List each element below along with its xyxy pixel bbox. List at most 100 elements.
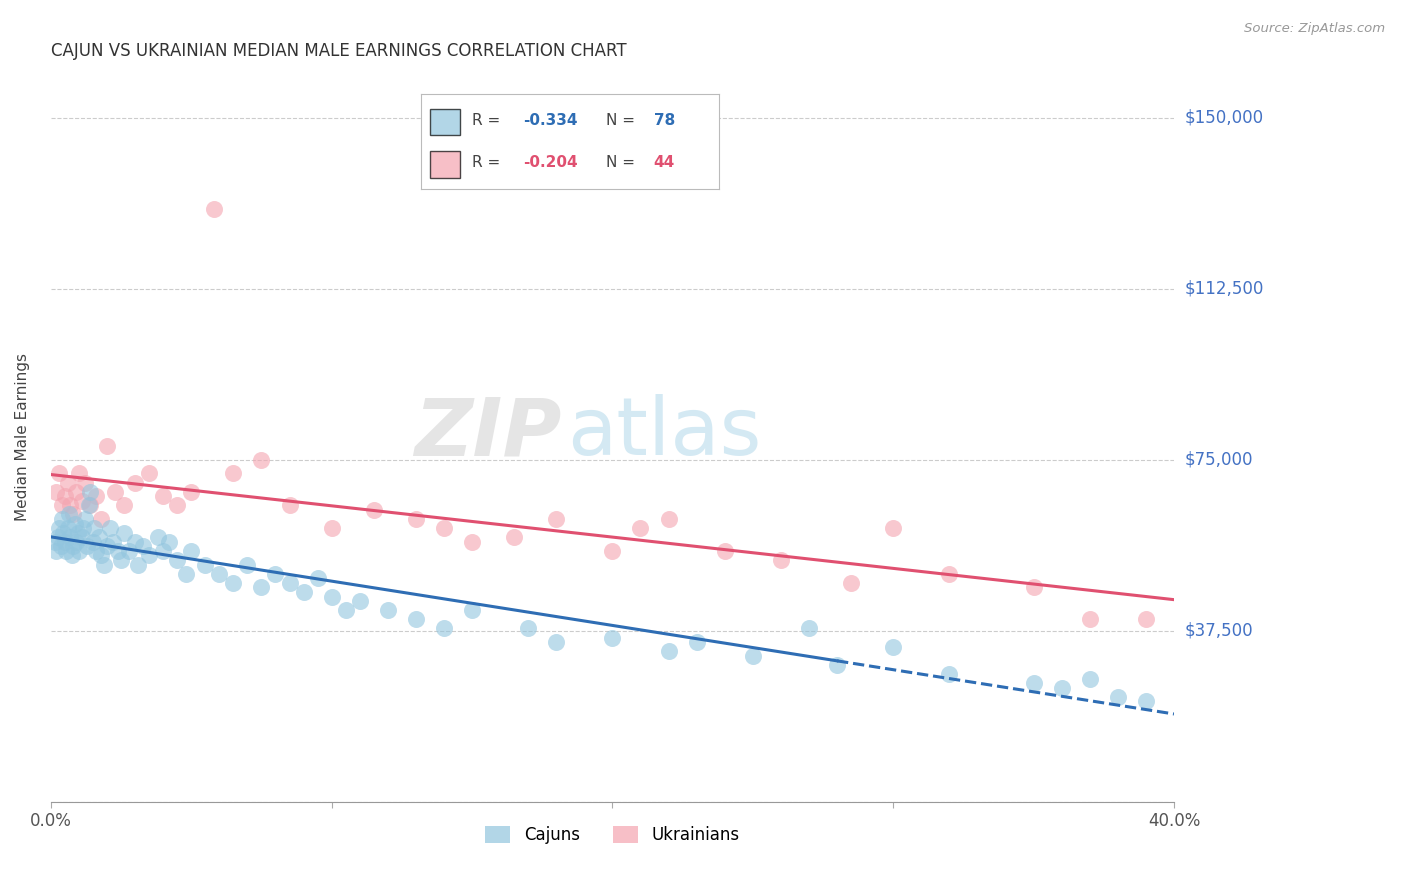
Point	[292, 585, 315, 599]
Point	[118, 544, 141, 558]
Point	[73, 512, 96, 526]
Text: $75,000: $75,000	[1185, 450, 1254, 469]
Point	[1107, 690, 1129, 704]
Point	[769, 553, 792, 567]
Point	[45, 544, 67, 558]
Point	[321, 521, 343, 535]
Point	[51, 499, 73, 513]
Point	[67, 467, 90, 481]
Point	[461, 534, 484, 549]
Point	[180, 544, 202, 558]
Point	[70, 530, 93, 544]
Point	[83, 521, 105, 535]
Point	[79, 499, 101, 513]
Point	[882, 521, 904, 535]
Point	[62, 540, 84, 554]
Point	[1078, 612, 1101, 626]
Point	[67, 544, 90, 558]
Point	[1022, 581, 1045, 595]
Point	[166, 499, 188, 513]
Point	[405, 512, 427, 526]
Point	[202, 202, 225, 216]
Point	[1135, 694, 1157, 708]
Point	[96, 540, 118, 554]
Point	[278, 575, 301, 590]
Point	[62, 508, 84, 522]
Point	[278, 499, 301, 513]
Point	[222, 575, 245, 590]
Point	[72, 521, 94, 535]
Point	[152, 489, 174, 503]
Text: $37,500: $37,500	[1185, 622, 1254, 640]
Point	[138, 467, 160, 481]
Point	[44, 534, 66, 549]
Point	[124, 534, 146, 549]
Point	[938, 566, 960, 581]
Point	[73, 475, 96, 490]
Point	[264, 566, 287, 581]
Point	[55, 544, 77, 558]
Point	[60, 549, 83, 563]
Point	[236, 558, 259, 572]
Point	[433, 521, 456, 535]
Point	[48, 467, 70, 481]
Point	[1022, 676, 1045, 690]
Point	[405, 612, 427, 626]
Point	[194, 558, 217, 572]
Point	[658, 512, 681, 526]
Point	[66, 525, 89, 540]
Point	[52, 525, 75, 540]
Point	[98, 521, 121, 535]
Point	[58, 508, 80, 522]
Point	[349, 594, 371, 608]
Point	[127, 558, 149, 572]
Point	[363, 503, 385, 517]
Point	[84, 489, 107, 503]
Point	[433, 621, 456, 635]
Point	[250, 581, 273, 595]
Point	[602, 544, 624, 558]
Point	[101, 534, 124, 549]
Point	[517, 621, 540, 635]
Point	[713, 544, 735, 558]
Point	[65, 484, 87, 499]
Point	[658, 644, 681, 658]
Point	[461, 603, 484, 617]
Point	[321, 590, 343, 604]
Point	[503, 530, 526, 544]
Point	[93, 558, 115, 572]
Text: CAJUN VS UKRAINIAN MEDIAN MALE EARNINGS CORRELATION CHART: CAJUN VS UKRAINIAN MEDIAN MALE EARNINGS …	[51, 42, 627, 60]
Point	[146, 530, 169, 544]
Point	[45, 484, 67, 499]
Point	[76, 540, 98, 554]
Point	[87, 530, 110, 544]
Point	[77, 499, 100, 513]
Point	[307, 571, 329, 585]
Point	[180, 484, 202, 499]
Point	[48, 521, 70, 535]
Point	[797, 621, 820, 635]
Point	[1050, 681, 1073, 695]
Point	[90, 549, 112, 563]
Text: $112,500: $112,500	[1185, 280, 1264, 298]
Point	[546, 512, 568, 526]
Point	[53, 534, 76, 549]
Point	[107, 544, 129, 558]
Point	[335, 603, 357, 617]
Point	[166, 553, 188, 567]
Point	[741, 648, 763, 663]
Point	[1135, 612, 1157, 626]
Legend: Cajuns, Ukrainians: Cajuns, Ukrainians	[485, 826, 740, 845]
Point	[602, 631, 624, 645]
Point	[882, 640, 904, 654]
Text: atlas: atlas	[568, 394, 762, 473]
Point	[51, 512, 73, 526]
Point	[110, 553, 132, 567]
Point	[546, 635, 568, 649]
Point	[96, 439, 118, 453]
Point	[56, 521, 79, 535]
Point	[685, 635, 707, 649]
Point	[65, 534, 87, 549]
Point	[84, 544, 107, 558]
Point	[132, 540, 155, 554]
